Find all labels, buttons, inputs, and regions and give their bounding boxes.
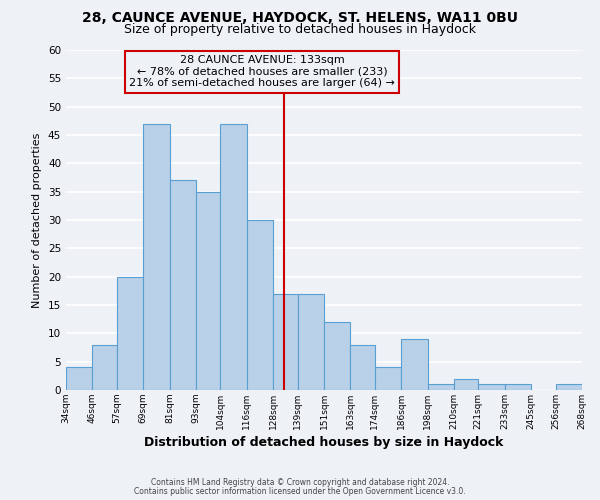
Bar <box>66 368 92 390</box>
Text: 28, CAUNCE AVENUE, HAYDOCK, ST. HELENS, WA11 0BU: 28, CAUNCE AVENUE, HAYDOCK, ST. HELENS, … <box>82 12 518 26</box>
Bar <box>170 180 196 390</box>
Bar <box>556 384 582 390</box>
Bar <box>220 124 247 390</box>
Bar <box>505 384 531 390</box>
Bar <box>401 339 428 390</box>
Bar <box>375 368 401 390</box>
Bar <box>324 322 350 390</box>
Bar <box>350 344 375 390</box>
Bar <box>428 384 454 390</box>
Text: 28 CAUNCE AVENUE: 133sqm
← 78% of detached houses are smaller (233)
21% of semi-: 28 CAUNCE AVENUE: 133sqm ← 78% of detach… <box>129 55 395 88</box>
Y-axis label: Number of detached properties: Number of detached properties <box>32 132 43 308</box>
Bar <box>143 124 170 390</box>
Bar <box>247 220 273 390</box>
Text: Contains HM Land Registry data © Crown copyright and database right 2024.: Contains HM Land Registry data © Crown c… <box>151 478 449 487</box>
X-axis label: Distribution of detached houses by size in Haydock: Distribution of detached houses by size … <box>145 436 503 449</box>
Text: Contains public sector information licensed under the Open Government Licence v3: Contains public sector information licen… <box>134 486 466 496</box>
Bar <box>92 344 117 390</box>
Text: Size of property relative to detached houses in Haydock: Size of property relative to detached ho… <box>124 22 476 36</box>
Bar <box>117 276 143 390</box>
Bar <box>454 378 478 390</box>
Bar <box>478 384 505 390</box>
Bar <box>298 294 324 390</box>
Bar <box>196 192 220 390</box>
Bar <box>273 294 298 390</box>
